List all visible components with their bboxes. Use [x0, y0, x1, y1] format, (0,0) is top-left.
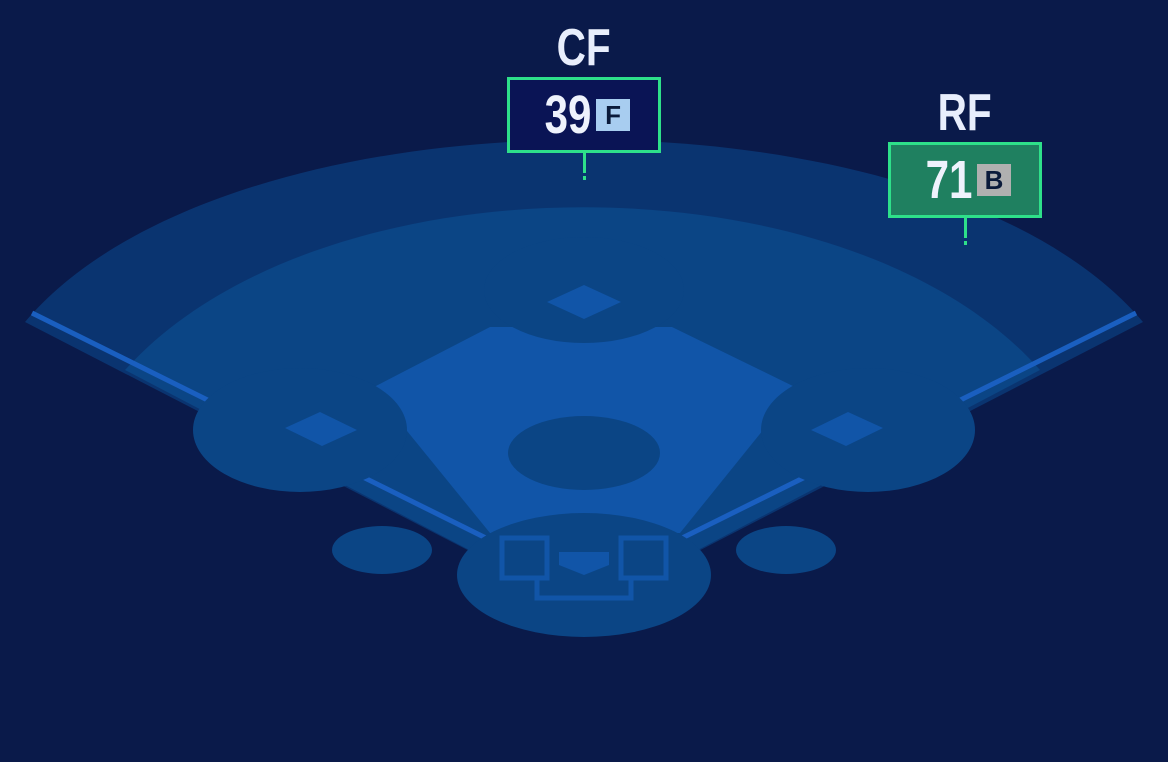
on-deck-circle-left	[332, 526, 432, 574]
player-card-rf[interactable]: 71 B	[888, 142, 1042, 218]
rating-value: 71	[925, 150, 973, 210]
home-plate	[559, 552, 609, 575]
grade-badge: F	[596, 99, 631, 131]
grade-badge: B	[977, 164, 1012, 196]
first-base	[811, 412, 883, 446]
player-card-cf[interactable]: 39 F	[507, 77, 661, 153]
on-deck-circle-right	[736, 526, 836, 574]
marker-dot-cf	[583, 176, 586, 180]
position-label-rf: RF	[937, 84, 993, 142]
marker-dot-rf	[964, 241, 967, 245]
second-base	[547, 285, 621, 319]
marker-line-rf	[964, 218, 967, 238]
batters-box-right	[618, 535, 669, 581]
pitchers-mound	[508, 416, 660, 490]
marker-line-cf	[583, 153, 586, 173]
batters-box-left	[499, 535, 550, 581]
catchers-box	[534, 578, 634, 601]
rating-value: 39	[544, 85, 592, 145]
third-base	[285, 412, 357, 446]
position-label-cf: CF	[556, 19, 612, 77]
